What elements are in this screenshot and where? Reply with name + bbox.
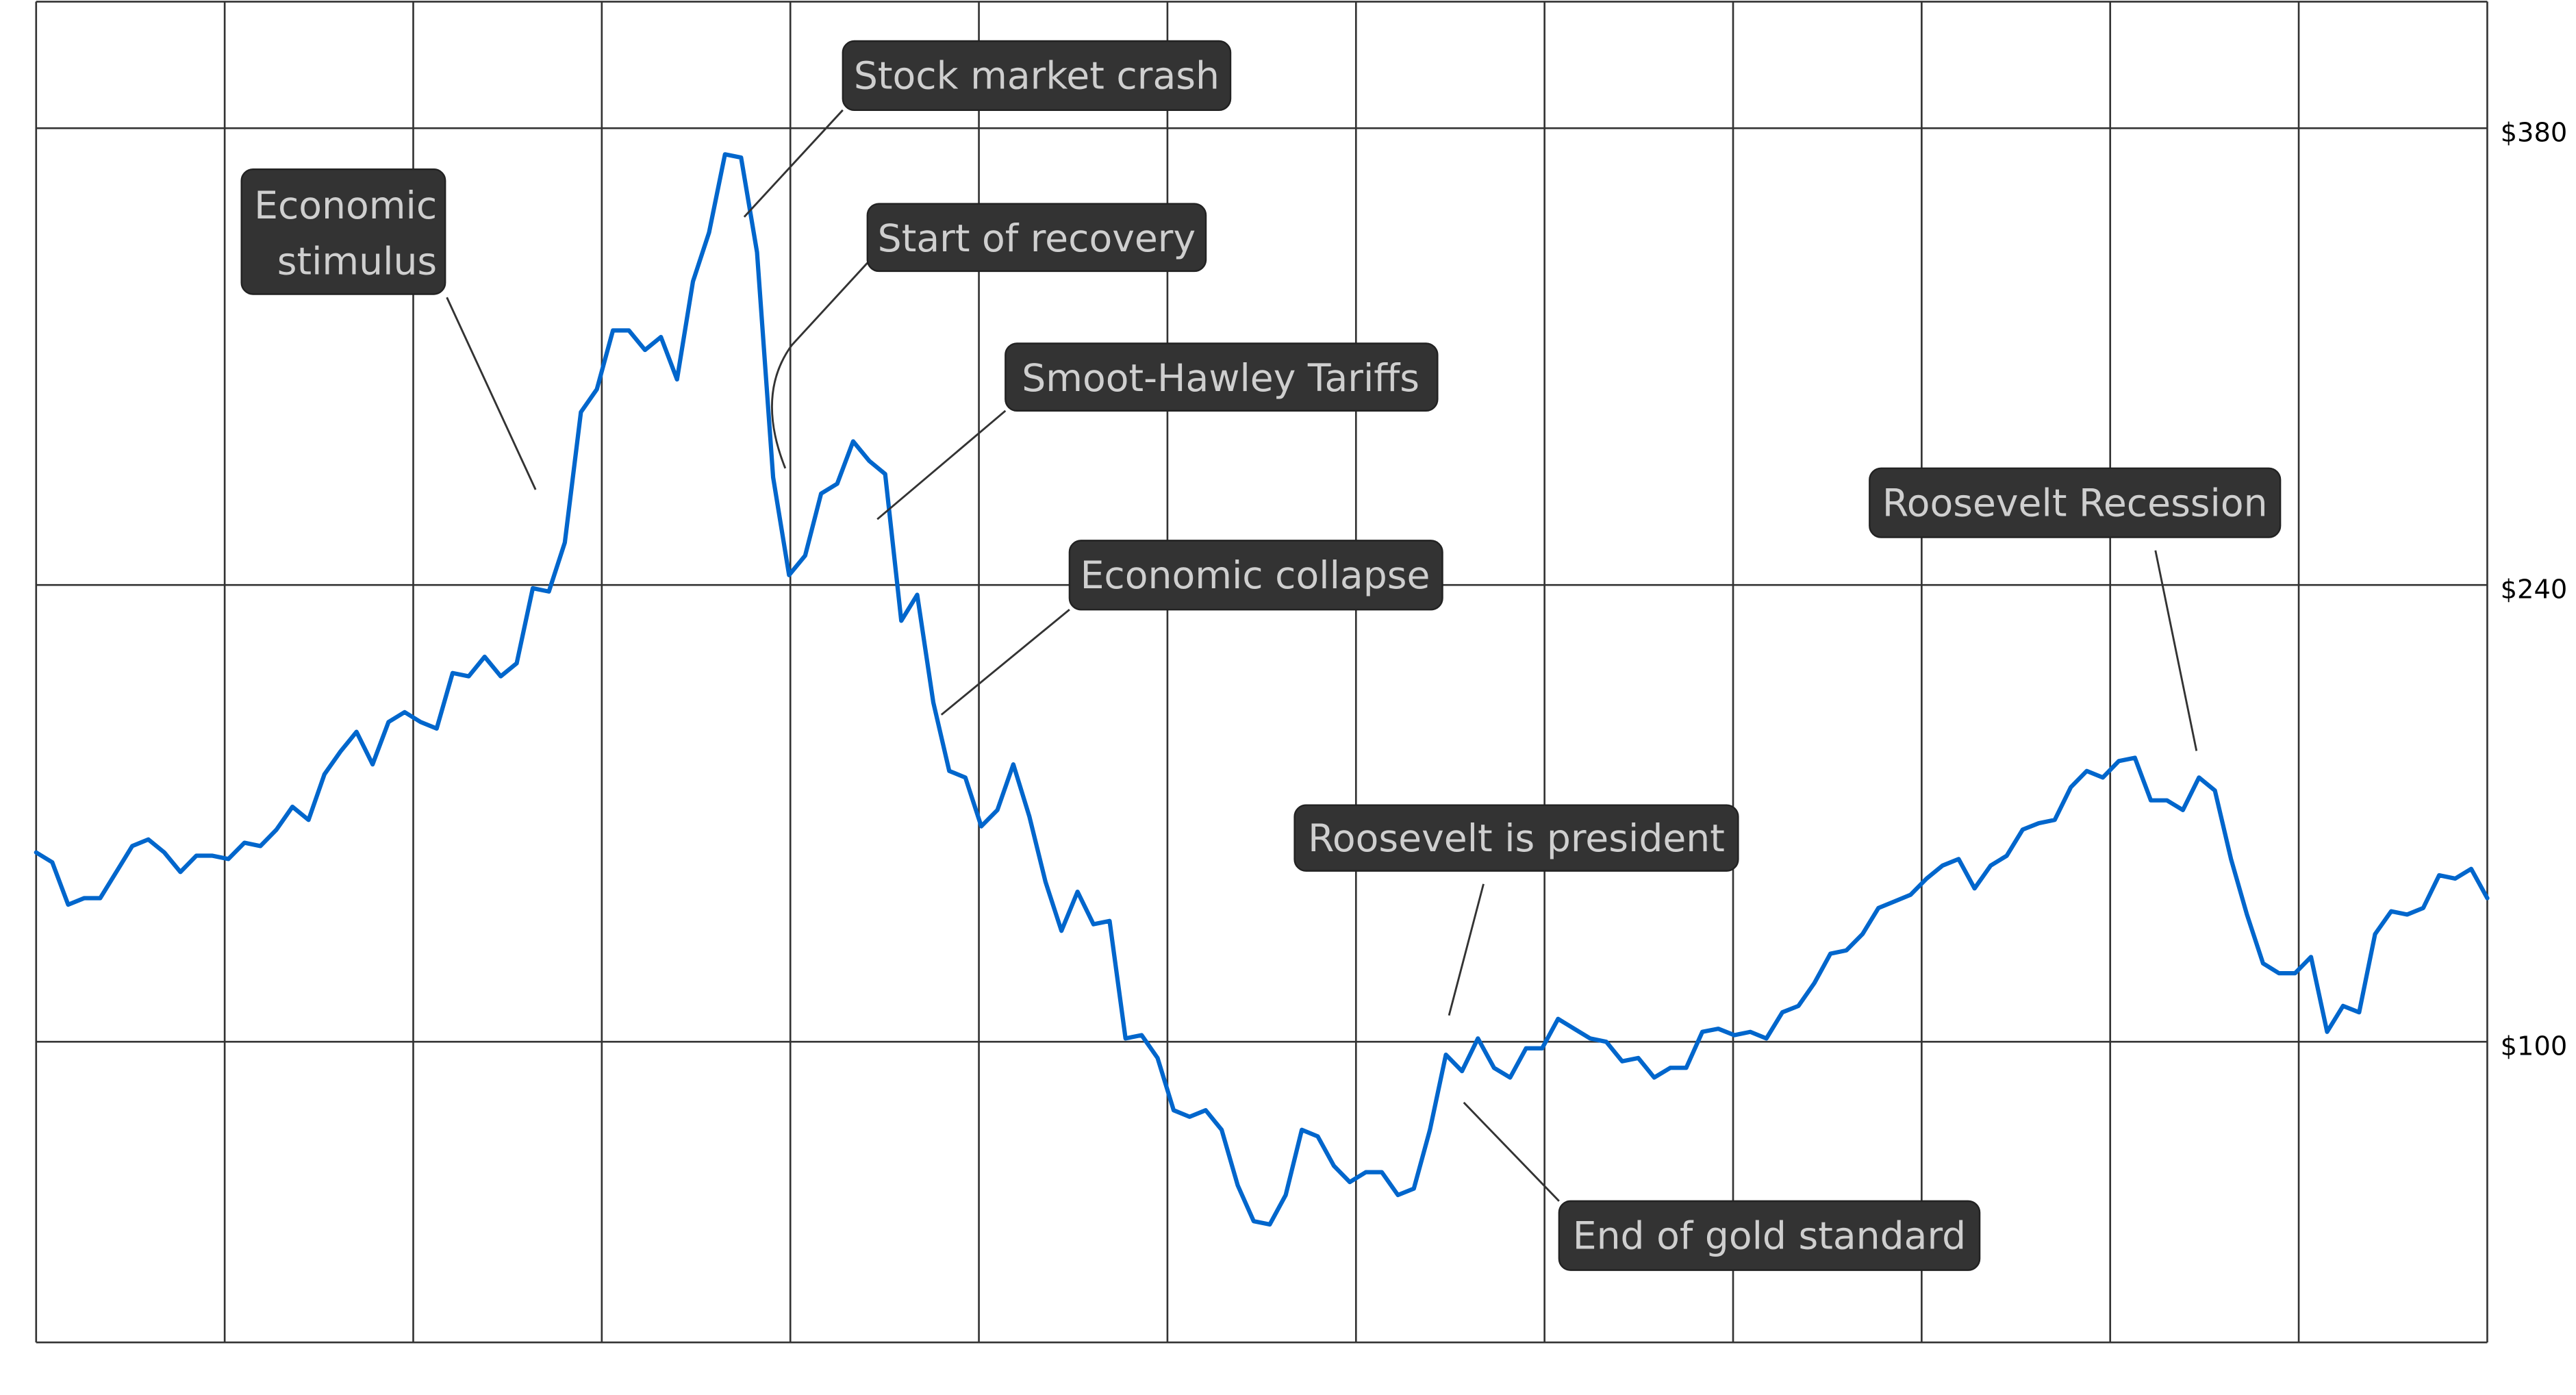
annotation-label: Stock market crash <box>854 55 1220 99</box>
annotation-label: Start of recovery <box>878 217 1196 261</box>
annotation-box <box>842 40 1232 111</box>
annotation-leader <box>770 262 868 469</box>
annotation-label: Economic <box>254 184 437 228</box>
annotation-box <box>1558 1200 1981 1271</box>
y-tick-label: $240 <box>2501 574 2568 605</box>
annotation-box <box>1068 540 1443 611</box>
y-tick-label: $100 <box>2501 1031 2568 1061</box>
annotation-leader <box>2154 550 2198 751</box>
annotation-box <box>1005 342 1439 412</box>
annotation-label: Smoot-Hawley Tariffs <box>1022 357 1419 401</box>
annotation-leader <box>940 609 1070 716</box>
annotation-leader <box>446 297 537 490</box>
annotation-leader <box>1448 883 1485 1016</box>
annotation-smoot-hawley-tariffs: Smoot-Hawley Tariffs <box>876 342 1439 520</box>
annotation-leader <box>1463 1101 1560 1202</box>
y-tick-label: $380 <box>2501 117 2568 148</box>
annotation-leader <box>743 109 844 218</box>
annotation-label: End of gold standard <box>1573 1214 1966 1258</box>
annotation-label: Roosevelt Recession <box>1882 481 2268 525</box>
annotation-box <box>1293 804 1739 872</box>
annotation-leader <box>876 410 1007 520</box>
annotation-stock-market-crash: Stock market crash <box>743 40 1232 218</box>
annotation-box <box>240 168 446 295</box>
annotation-box <box>1869 467 2282 538</box>
series-line <box>34 152 2490 1227</box>
annotation-label: Economic collapse <box>1081 554 1430 598</box>
annotation-roosevelt-is-president: Roosevelt is president <box>1293 804 1739 1016</box>
annotation-box <box>866 203 1207 273</box>
annotation-label: Roosevelt is president <box>1308 817 1725 861</box>
annotation-economic-stimulus: Economic stimulus <box>240 168 537 490</box>
annotation-end-of-gold-standard: End of gold standard <box>1463 1101 1981 1271</box>
annotations: Stock market crash Economic stimulus Sta… <box>240 40 2282 1271</box>
annotation-roosevelt-recession: Roosevelt Recession <box>1869 467 2282 751</box>
annotation-start-of-recovery: Start of recovery <box>770 203 1207 469</box>
annotation-label: stimulus <box>277 240 437 284</box>
y-axis-ticks: $380 $240 $100 <box>2501 117 2568 1061</box>
annotation-economic-collapse: Economic collapse <box>940 540 1443 716</box>
